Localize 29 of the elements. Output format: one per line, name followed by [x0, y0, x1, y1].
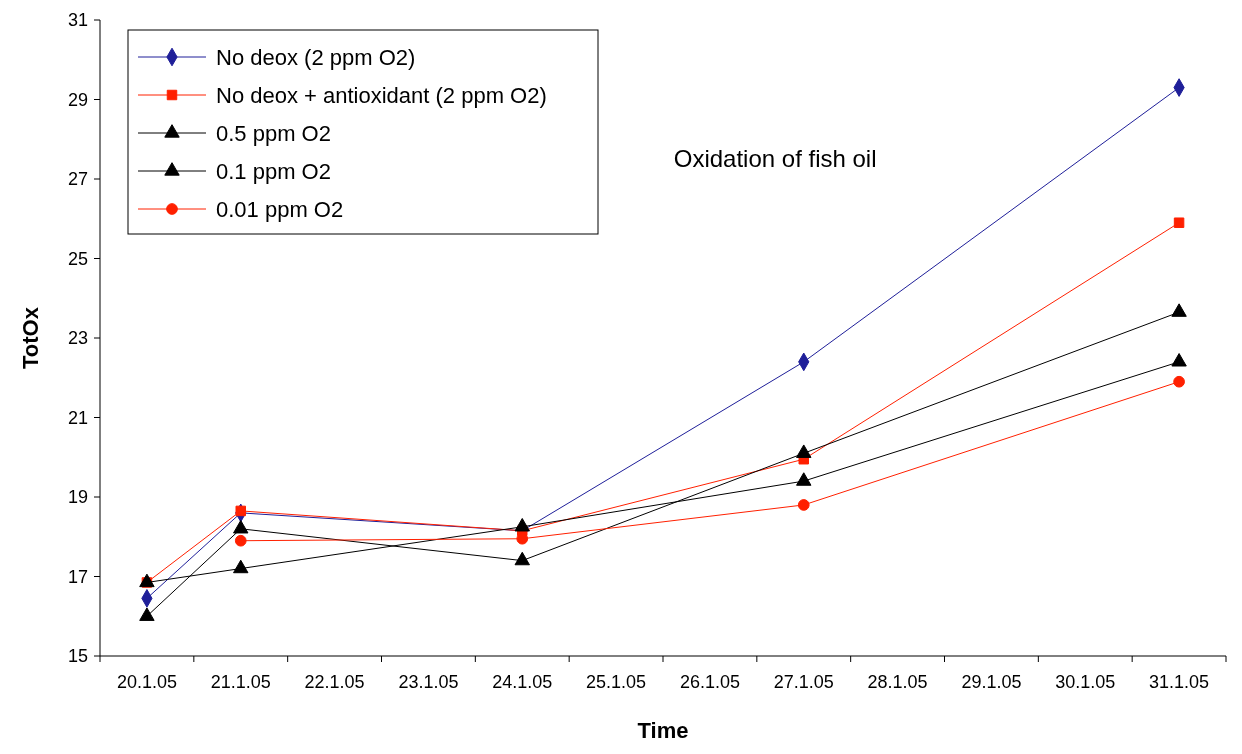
y-tick-label: 29 [67, 89, 88, 110]
x-tick-label: 22.1.05 [304, 672, 365, 692]
y-tick-label: 31 [67, 10, 88, 31]
x-axis-title: Time [637, 718, 689, 743]
x-tick-label: 21.1.05 [210, 672, 271, 692]
y-tick-label: 21 [67, 407, 88, 428]
legend-label: No deox + antioxidant (2 ppm O2) [216, 82, 547, 108]
y-tick-label: 19 [67, 487, 88, 508]
x-tick-label: 31.1.05 [1149, 672, 1210, 692]
y-tick-label: 25 [67, 248, 88, 269]
legend-label: 0.5 ppm O2 [216, 120, 331, 146]
text: Oxidation of fish oil [673, 145, 877, 173]
legend-label: No deox (2 ppm O2) [216, 44, 416, 70]
y-axis-title: TotOx [18, 306, 43, 369]
x-tick-label: 29.1.05 [961, 672, 1022, 692]
legend-label: 0.1 ppm O2 [216, 158, 331, 184]
y-tick-label: 27 [67, 169, 88, 190]
x-tick-label: 24.1.05 [492, 672, 553, 692]
x-tick-label: 30.1.05 [1055, 672, 1116, 692]
x-tick-label: 23.1.05 [398, 672, 459, 692]
x-tick-label: 25.1.05 [586, 672, 647, 692]
x-tick-label: 26.1.05 [679, 672, 740, 692]
x-tick-label: 28.1.05 [867, 672, 928, 692]
y-tick-label: 17 [67, 566, 88, 587]
y-tick-label: 23 [67, 328, 88, 349]
x-tick-label: 20.1.05 [116, 672, 177, 692]
x-tick-label: 27.1.05 [773, 672, 834, 692]
y-tick-label: 15 [67, 646, 88, 667]
legend-label: 0.01 ppm O2 [216, 196, 344, 222]
